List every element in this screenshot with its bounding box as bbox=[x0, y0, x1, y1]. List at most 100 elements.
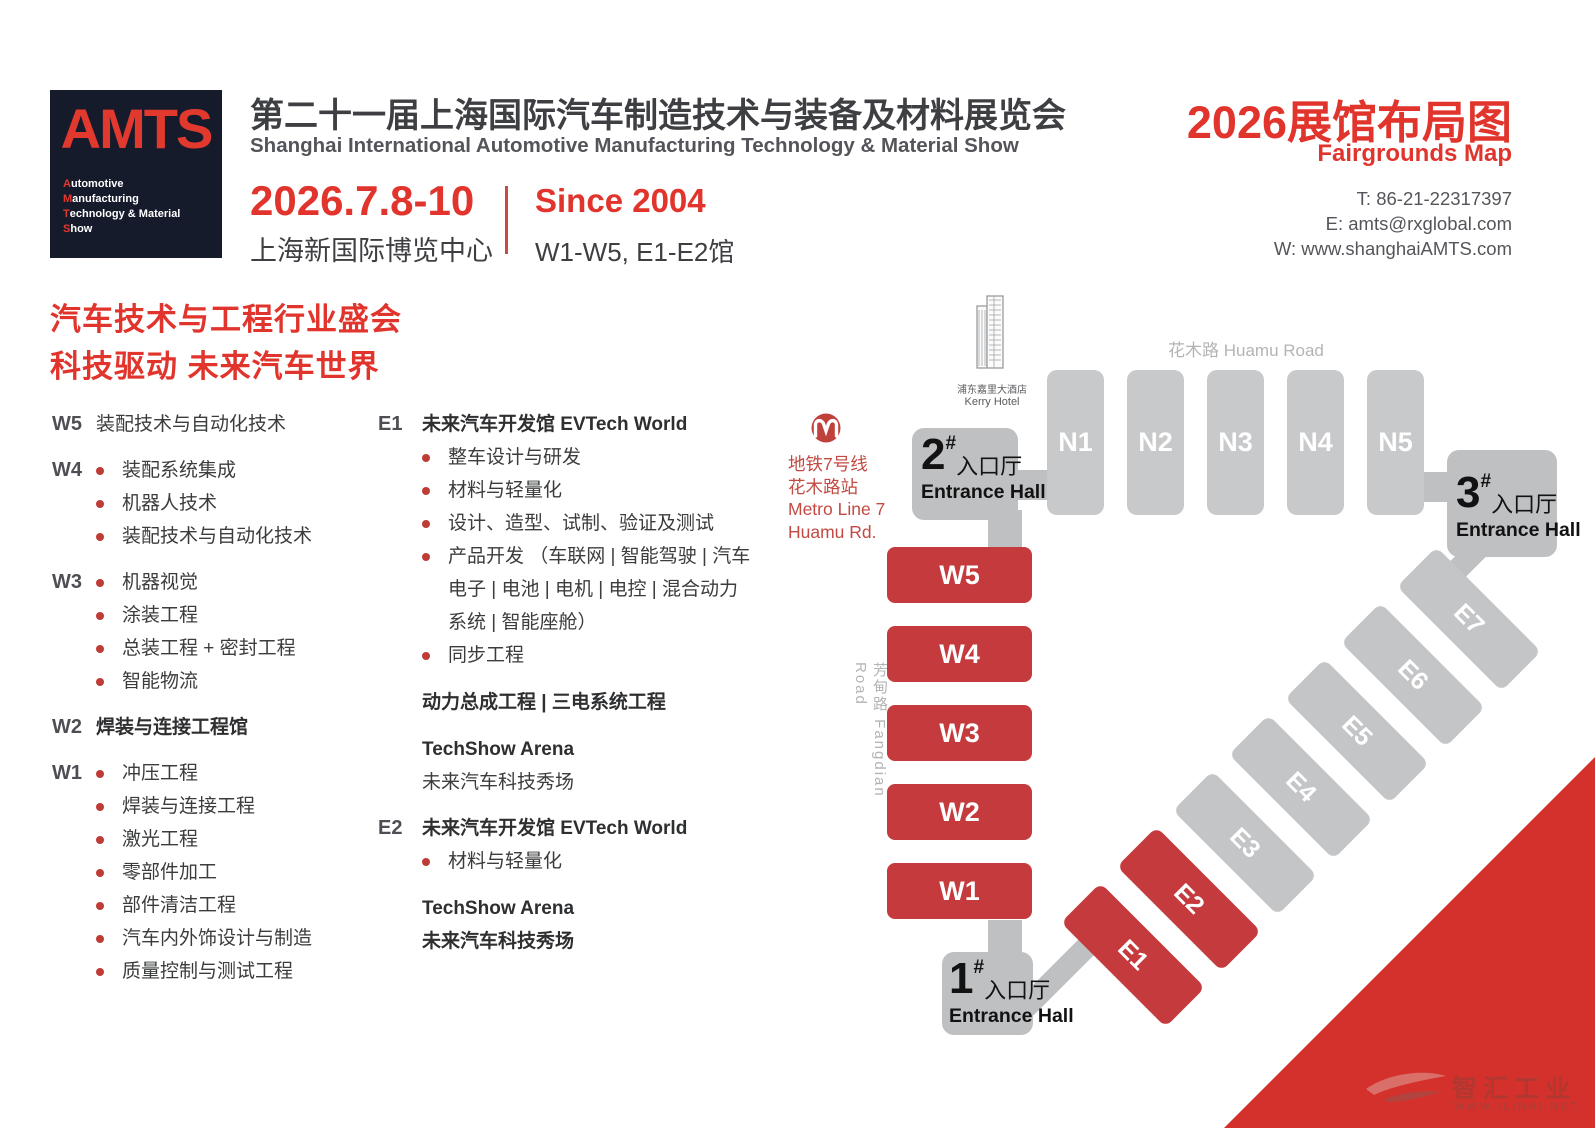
hall-n4: N4 bbox=[1287, 370, 1344, 515]
metro-text-line: 花木路站 bbox=[788, 476, 858, 497]
header-divider bbox=[505, 186, 508, 254]
amts-logo: AMTS Automotive Manufacturing Technology &… bbox=[50, 90, 222, 258]
bullet-dot-icon bbox=[96, 454, 122, 475]
hall-section-e1: E1 未来汽车开发馆 EVTech World 整车设计与研发 材料与轻量化 设计、造型… bbox=[378, 408, 756, 799]
hall-list-west: W5 装配技术与自动化技术 W4 装配系统集成 机器人技术 装配技术与自动化技术 W3 机器视… bbox=[52, 408, 374, 1001]
entrance-1-label-cn: 入口厅 bbox=[984, 978, 1051, 1003]
kerry-hotel: 浦东嘉里大酒店 Kerry Hotel bbox=[950, 294, 1034, 408]
metro-icon bbox=[810, 412, 885, 449]
map-title-cn: 2026展馆布局图 bbox=[1186, 97, 1512, 148]
bullet-dot-icon bbox=[422, 507, 448, 528]
logo-tagline-line: Automotive bbox=[63, 178, 124, 190]
hall-title-row: E2 未来汽车开发馆 EVTech World bbox=[378, 817, 688, 839]
hall-item-row: 激光工程 bbox=[52, 823, 374, 856]
hall-section-w2: W2 焊装与连接工程馆 bbox=[52, 711, 374, 744]
watermark-logo-icon bbox=[1366, 1069, 1448, 1114]
entrance-hall-1: 1 # 入口厅 Entrance Hall bbox=[942, 952, 1074, 1035]
hall-item-row: 智能物流 bbox=[52, 665, 374, 698]
intro-line2: 科技驱动 未来汽车世界 bbox=[50, 349, 380, 384]
entrance-3-label-en: Entrance Hall bbox=[1456, 519, 1581, 541]
west-halls: W5 W4 W3 W2 W1 bbox=[887, 547, 1032, 919]
hall-n2: N2 bbox=[1127, 370, 1184, 515]
intro-headline: 汽车技术与工程行业盛会 科技驱动 未来汽车世界 bbox=[50, 296, 402, 390]
corner-decoration: 智汇工业 WWW.ILINHI.NET bbox=[1224, 757, 1595, 1128]
metro-text: 地铁7号线 花木路站 Metro Line 7 Huamu Rd. bbox=[788, 453, 885, 543]
bullet-dot-icon bbox=[96, 599, 122, 620]
amts-logo-tagline: Automotive Manufacturing Technology & Mate… bbox=[63, 177, 222, 237]
hall-item-row: 总装工程 + 密封工程 bbox=[52, 632, 374, 665]
logo-tagline-line: Manufacturing bbox=[63, 193, 139, 205]
connector-w1-entrance1 bbox=[988, 920, 1022, 954]
hall-footer-row: 未来汽车科技秀场 bbox=[422, 931, 575, 952]
hall-list-east: E1 未来汽车开发馆 EVTech World 整车设计与研发 材料与轻量化 设计、造型… bbox=[378, 408, 756, 971]
logo-tagline-line: Show bbox=[63, 223, 93, 235]
watermark-text-cn: 智汇工业 bbox=[1452, 1075, 1577, 1103]
bullet-dot-icon bbox=[96, 790, 122, 811]
hall-item-row: 整车设计与研发 bbox=[378, 441, 756, 474]
entrance-3-number: 3 bbox=[1456, 468, 1481, 517]
hall-item-row: 涂装工程 bbox=[52, 599, 374, 632]
watermark-text-url: WWW.ILINHI.NET bbox=[1454, 1101, 1580, 1113]
north-halls: N1 N2 N3 N4 N5 bbox=[1047, 370, 1424, 515]
hall-section-e2: E2 未来汽车开发馆 EVTech World 材料与轻量化 TechShow Are… bbox=[378, 812, 756, 958]
bullet-dot-icon bbox=[96, 823, 122, 844]
entrance-1-number: 1 bbox=[949, 954, 974, 1003]
amts-logo-brand: AMTS bbox=[60, 97, 214, 160]
connector-entrance2-n1 bbox=[1018, 470, 1048, 500]
hall-item-row: W3 机器视觉 bbox=[52, 566, 374, 599]
intro-line1: 汽车技术与工程行业盛会 bbox=[50, 302, 402, 337]
entrance-2-number: 2 bbox=[921, 430, 946, 479]
hall-item-row: 部件清洁工程 bbox=[52, 889, 374, 922]
hall-n3: N3 bbox=[1207, 370, 1264, 515]
hall-footer-row: TechShow Arena bbox=[422, 898, 575, 919]
bullet-dot-icon bbox=[96, 487, 122, 508]
entrance-1-label-en: Entrance Hall bbox=[949, 1005, 1074, 1027]
bullet-dot-icon bbox=[422, 540, 448, 561]
bullet-dot-icon bbox=[96, 665, 122, 686]
hall-footer-row: 未来汽车科技秀场 bbox=[422, 772, 575, 793]
contact-email: E: amts@rxglobal.com bbox=[1325, 213, 1512, 234]
hotel-building-icon bbox=[972, 295, 1012, 378]
entrance-3-label-cn: 入口厅 bbox=[1491, 492, 1558, 517]
hall-item-row: 汽车内外饰设计与制造 bbox=[52, 922, 374, 955]
hall-item-row: 同步工程 bbox=[378, 639, 756, 672]
hotel-name-cn: 浦东嘉里大酒店 bbox=[957, 385, 1027, 396]
hall-title-row: E1 未来汽车开发馆 EVTech World bbox=[378, 413, 688, 435]
bullet-dot-icon bbox=[422, 845, 448, 866]
page-title-en: Shanghai International Automotive Manufa… bbox=[250, 134, 1019, 157]
metro-text-line: 地铁7号线 bbox=[788, 454, 868, 474]
bullet-dot-icon bbox=[96, 566, 122, 587]
page-title-cn: 第二十一届上海国际汽车制造技术与装备及材料展览会 bbox=[250, 97, 1066, 135]
bullet-dot-icon bbox=[422, 474, 448, 495]
bullet-dot-icon bbox=[96, 856, 122, 877]
date-block: 2026.7.8-10 上海新国际博览中心 bbox=[250, 178, 493, 268]
hall-item-row: 焊装与连接工程 bbox=[52, 790, 374, 823]
hall-item-row: 零部件加工 bbox=[52, 856, 374, 889]
logo-tagline-line: Technology & Material bbox=[63, 208, 181, 220]
entrance-3-hash: # bbox=[1480, 471, 1492, 492]
bullet-dot-icon bbox=[96, 922, 122, 943]
hall-section-w3: W3 机器视觉 涂装工程 总装工程 + 密封工程 智能物流 bbox=[52, 566, 374, 698]
hall-item-row: 材料与轻量化 bbox=[378, 845, 756, 878]
metro-station-info: 地铁7号线 花木路站 Metro Line 7 Huamu Rd. bbox=[788, 412, 885, 543]
bullet-dot-icon bbox=[422, 441, 448, 462]
hall-n1: N1 bbox=[1047, 370, 1104, 515]
contact-website: W: www.shanghaiAMTS.com bbox=[1273, 238, 1512, 259]
hall-section-w4: W4 装配系统集成 机器人技术 装配技术与自动化技术 bbox=[52, 454, 374, 553]
since-label: Since 2004 bbox=[535, 182, 706, 219]
hotel-name-en: Kerry Hotel bbox=[964, 396, 1020, 408]
hall-w2: W2 bbox=[887, 784, 1032, 840]
connector-n5-entrance3 bbox=[1422, 472, 1449, 502]
hall-item-row: W4 装配系统集成 bbox=[52, 454, 374, 487]
bullet-dot-icon bbox=[96, 757, 122, 778]
hall-item-row: 产品开发 （车联网 | 智能驾驶 | 汽车电子 | 电池 | 电机 | 电控 |… bbox=[378, 540, 756, 639]
hall-title-row: W5 装配技术与自动化技术 bbox=[52, 413, 287, 435]
hall-item-row: W1 冲压工程 bbox=[52, 757, 374, 790]
hall-item-row: 材料与轻量化 bbox=[378, 474, 756, 507]
bullet-dot-icon bbox=[422, 639, 448, 660]
entrance-hall-2: 2 # 入口厅 Entrance Hall bbox=[912, 428, 1046, 520]
hall-footer-row: 动力总成工程 | 三电系统工程 bbox=[422, 692, 666, 713]
entrance-2-label-cn: 入口厅 bbox=[956, 454, 1023, 479]
contact-phone: T: 86-21-22317397 bbox=[1356, 188, 1512, 209]
